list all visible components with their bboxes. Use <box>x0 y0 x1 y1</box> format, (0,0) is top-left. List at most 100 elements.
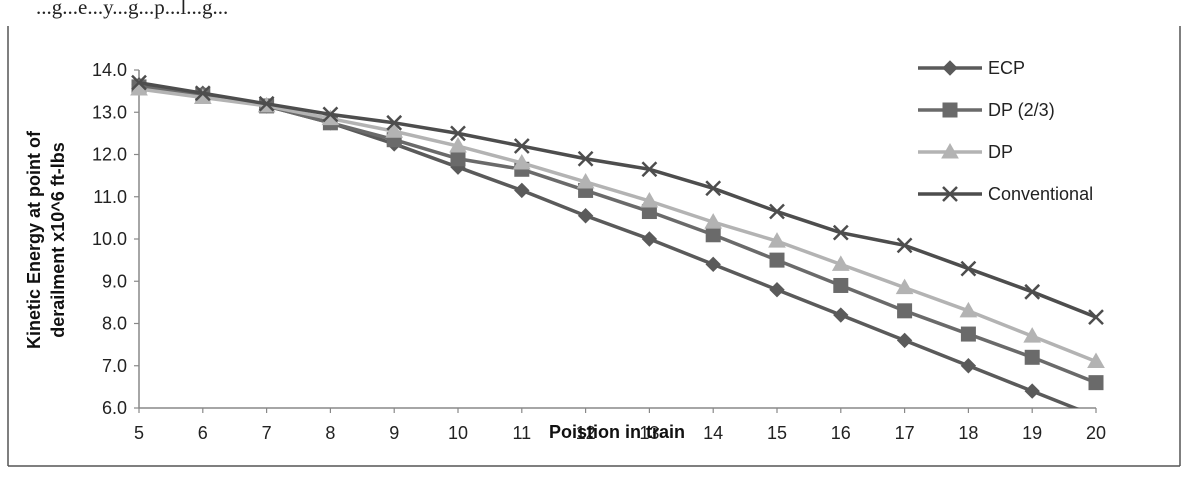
series-conventional <box>131 74 1104 326</box>
marker-triangle <box>704 213 723 229</box>
x-tick-label: 14 <box>703 423 723 443</box>
series-line <box>138 87 1097 364</box>
series-line <box>138 83 1080 408</box>
legend-entry: DP (2/3) <box>918 100 1055 120</box>
x-tick-label: 16 <box>831 423 851 443</box>
marker-x-legend <box>942 186 958 202</box>
marker-triangle <box>640 191 659 208</box>
legend-label: ECP <box>988 58 1025 78</box>
legend-label: DP <box>988 142 1013 162</box>
x-tick-label: 5 <box>134 423 144 443</box>
x-tick-label: 8 <box>325 423 335 443</box>
marker-diamond <box>769 281 785 298</box>
marker-x <box>513 138 530 154</box>
marker-square <box>960 326 976 342</box>
marker-diamond <box>705 256 721 273</box>
x-tick-label: 6 <box>198 423 208 443</box>
legend-entry: ECP <box>918 58 1025 78</box>
marker-square-legend <box>942 102 958 118</box>
series-layer <box>130 74 1105 408</box>
x-tick-label: 12 <box>576 423 596 443</box>
series-dp-2-3 <box>131 79 1104 391</box>
legend-entry: Conventional <box>918 184 1093 204</box>
marker-triangle <box>959 301 978 318</box>
marker-x <box>258 95 275 112</box>
marker-x <box>960 260 977 277</box>
marker-diamond <box>577 208 594 224</box>
marker-x <box>1024 283 1041 300</box>
marker-square <box>897 303 913 319</box>
marker-x <box>1088 309 1104 326</box>
marker-x <box>896 237 913 254</box>
y-tick-label: 13.0 <box>92 102 127 122</box>
marker-triangle <box>768 232 786 248</box>
x-tick-label: 9 <box>389 423 399 443</box>
marker-x <box>386 114 403 131</box>
marker-x <box>131 74 147 91</box>
series-line <box>138 80 1097 319</box>
marker-square <box>769 252 785 268</box>
x-tick-label: 18 <box>958 423 978 443</box>
marker-x <box>641 161 658 178</box>
marker-diamond-legend <box>942 60 958 76</box>
marker-x <box>577 150 594 167</box>
marker-diamond <box>1024 383 1040 399</box>
marker-triangle <box>895 278 914 295</box>
marker-triangle <box>449 137 467 153</box>
y-tick-label: 8.0 <box>102 314 127 334</box>
series-line <box>138 85 1097 385</box>
marker-triangle <box>1087 352 1105 369</box>
series-ecp <box>131 77 1080 408</box>
y-tick-label: 7.0 <box>102 356 127 376</box>
y-tick-label: 6.0 <box>102 398 127 418</box>
marker-triangle <box>831 255 850 271</box>
marker-triangle <box>1023 327 1042 343</box>
y-tick-labels: 6.0 7.0 8.0 9.0 10.0 11.0 12.0 13.0 14.0 <box>92 60 139 418</box>
marker-square <box>705 227 721 243</box>
marker-diamond <box>641 231 658 247</box>
marker-x <box>194 85 211 102</box>
marker-square <box>450 151 466 167</box>
x-tick-label: 7 <box>262 423 272 443</box>
y-tick-label: 9.0 <box>102 271 127 291</box>
y-tick-label: 14.0 <box>92 60 127 80</box>
marker-diamond <box>960 358 977 374</box>
y-tick-label: 11.0 <box>93 187 127 207</box>
legend-label: DP (2/3) <box>988 100 1055 120</box>
series-dp <box>130 80 1105 369</box>
marker-x <box>705 180 722 197</box>
marker-diamond <box>514 182 530 199</box>
x-tick-label: 11 <box>512 423 531 443</box>
marker-triangle <box>576 172 595 189</box>
marker-diamond <box>896 332 913 349</box>
marker-triangle-legend <box>941 142 959 159</box>
marker-triangle <box>385 122 404 138</box>
x-tick-labels: 5 6 7 8 9 10 11 12 13 14 15 16 17 18 19 20 <box>134 408 1106 443</box>
x-tick-label: 13 <box>639 423 659 443</box>
y-axis-title: Kinetic Energy at point of derailment x1… <box>24 130 68 349</box>
marker-x <box>322 106 339 123</box>
x-tick-label: 20 <box>1086 423 1106 443</box>
cropped-caption-text: ...g...e...y...g...p...l...g... <box>36 0 228 19</box>
marker-x <box>769 203 785 220</box>
legend-label: Conventional <box>988 184 1093 204</box>
legend-entry: DP <box>918 142 1013 162</box>
x-tick-label: 15 <box>767 423 787 443</box>
x-tick-label: 17 <box>895 423 915 443</box>
y-axis-title-line-2: derailment x10^6 ft-lbs <box>48 142 68 338</box>
x-tick-label: 19 <box>1022 423 1042 443</box>
marker-diamond <box>833 307 849 323</box>
marker-square <box>1088 375 1104 391</box>
y-axis-title-line-1: Kinetic Energy at point of <box>24 130 44 349</box>
marker-x <box>450 125 466 142</box>
chart-legend: ECP DP (2/3) DP Conventional <box>918 58 1093 204</box>
marker-square <box>833 277 849 293</box>
marker-triangle <box>512 153 531 170</box>
x-axis-title: Poistion in train <box>549 422 685 442</box>
marker-square <box>1024 349 1040 365</box>
y-tick-label: 12.0 <box>92 145 127 165</box>
x-tick-label: 10 <box>448 423 468 443</box>
y-tick-label: 10.0 <box>92 229 127 249</box>
